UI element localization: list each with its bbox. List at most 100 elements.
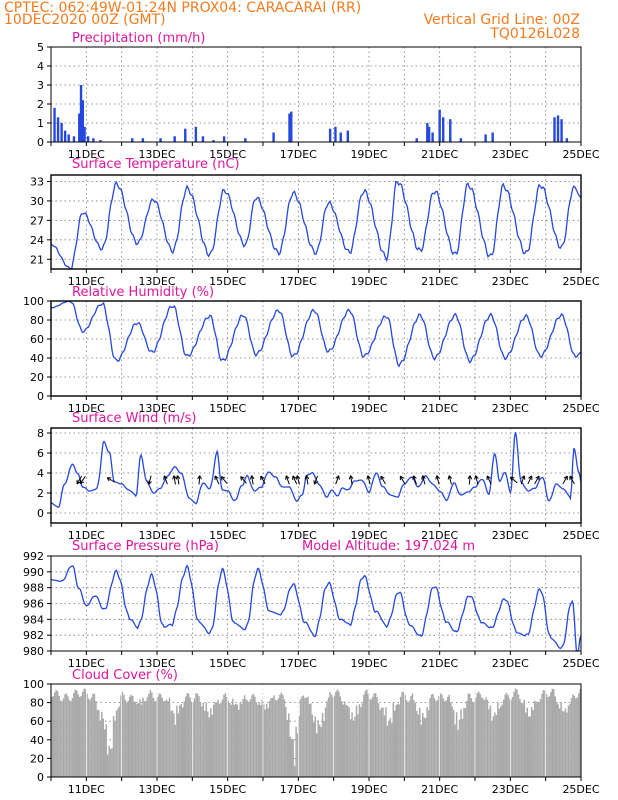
cloud-bar: [52, 696, 54, 777]
precip-bar: [81, 100, 84, 142]
wind-arrow-head: [467, 475, 471, 480]
y-tick-label: 8: [37, 427, 44, 440]
cloud-bar: [168, 697, 171, 777]
wind-arrow-head: [366, 475, 369, 480]
cloud-bar: [140, 704, 143, 777]
cloud-bar: [102, 718, 105, 777]
cloud-bar: [51, 697, 53, 777]
cloud-bar: [495, 715, 498, 777]
wind-arrow-shaft: [380, 475, 386, 485]
wind-arrow-head: [367, 475, 371, 479]
wind-arrow-head: [221, 476, 226, 479]
precip-bar: [346, 130, 349, 142]
cloud-bar: [364, 690, 367, 777]
panel-frame: [50, 300, 582, 397]
cloud-bar: [254, 696, 256, 777]
cloud-bar: [83, 688, 85, 777]
wind-arrow-shaft: [534, 475, 540, 485]
x-tick-label: 23DEC: [492, 402, 529, 415]
cloud-bar: [93, 693, 96, 777]
cloud-bar: [177, 713, 180, 777]
cloud-bar: [71, 698, 74, 777]
cloud-bar: [575, 698, 577, 777]
wind-arrow: [474, 475, 479, 485]
cloud-bar: [452, 709, 455, 777]
cloud-bar: [78, 697, 81, 777]
cloud-bar: [142, 697, 144, 777]
wind-arrow-head: [296, 475, 301, 479]
cloud-bar: [123, 694, 125, 777]
cloud-bar: [488, 709, 490, 777]
cloud-bar: [476, 693, 478, 777]
cloud-bar: [457, 729, 459, 777]
y-tick-label: 80: [30, 697, 44, 710]
cloud-bar: [252, 693, 255, 777]
x-tick-label: 13DEC: [138, 657, 175, 670]
cloud-bar: [447, 696, 449, 777]
cloud-bar: [498, 708, 501, 777]
wind-arrow: [260, 475, 266, 485]
x-tick-label: 25DEC: [562, 148, 599, 161]
cloud-bar: [561, 711, 564, 777]
y-tick-label: 20: [30, 371, 44, 384]
cloud-bar: [541, 693, 543, 777]
y-tick-label: 33: [30, 175, 44, 188]
cloud-bar: [245, 699, 247, 777]
cloud-bar: [464, 708, 467, 777]
cloud-bar: [302, 695, 305, 777]
cloud-bar: [240, 703, 243, 777]
cloud-bar: [336, 689, 339, 777]
cloud-bar: [227, 700, 230, 777]
cloud-bar: [536, 703, 539, 777]
precip-bar: [244, 138, 247, 142]
cloud-bar: [324, 707, 327, 777]
panel-1: Surface Temperature (nC) 21 24 27 30 33 11DEC 1…: [30, 157, 600, 288]
panel-frame: [50, 683, 582, 778]
cloud-bar: [485, 697, 487, 777]
cloud-bar: [407, 702, 409, 777]
wind-arrow: [562, 475, 568, 485]
cloud-bar: [170, 710, 172, 777]
x-tick-label: 23DEC: [492, 657, 529, 670]
cloud-bar: [305, 697, 308, 777]
wind-arrow-shaft: [569, 475, 575, 485]
cloud-bar: [152, 697, 155, 777]
cloud-bar: [548, 696, 551, 777]
cloud-bar: [532, 710, 534, 777]
precip-bar: [79, 85, 83, 142]
cloud-bar: [423, 717, 425, 777]
cloud-bar: [427, 710, 430, 777]
cloud-bar: [432, 693, 434, 777]
cloud-bar: [248, 701, 250, 777]
panel-0: Precipitation (mm/h) 0 1 2 3 4 5 11DEC 13DEC 15DE…: [37, 31, 600, 161]
wind-arrow-head: [79, 481, 85, 485]
cloud-bar: [154, 701, 156, 777]
cloud-bar: [377, 703, 380, 777]
cloud-bar: [408, 700, 411, 777]
wind-arrow-head: [422, 475, 426, 479]
precip-bar: [328, 128, 332, 142]
wind-arrow-head: [175, 475, 178, 480]
y-tick-label: 984: [23, 613, 44, 626]
cloud-bar: [265, 703, 268, 777]
wind-arrow: [147, 475, 152, 485]
cloud-bar: [190, 701, 193, 777]
x-tick-label: 19DEC: [350, 657, 387, 670]
wind-arrow: [295, 475, 301, 485]
cloud-bar: [112, 716, 115, 777]
cloud-bar: [579, 688, 582, 777]
wind-arrow-head: [172, 475, 175, 480]
wind-arrow: [335, 475, 340, 485]
cloud-bar: [413, 700, 415, 777]
wind-arrow-head: [510, 476, 515, 479]
x-tick-label: 23DEC: [492, 783, 529, 796]
cloud-bar: [76, 690, 78, 777]
cloud-bar: [411, 693, 414, 777]
x-tick-label: 21DEC: [421, 657, 458, 670]
cloud-bar: [276, 700, 278, 777]
cloud-bar: [224, 693, 227, 777]
cloud-bar: [417, 714, 420, 777]
cloud-bar: [290, 738, 293, 777]
cloud-bar: [210, 708, 212, 777]
cloud-bar: [232, 698, 234, 777]
